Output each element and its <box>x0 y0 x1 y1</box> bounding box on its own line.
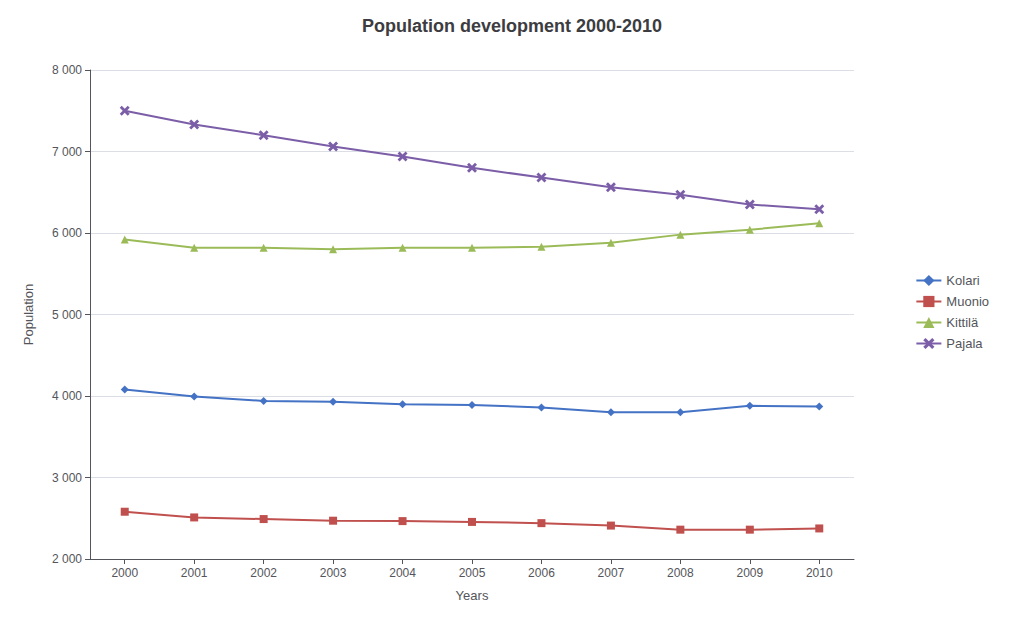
svg-text:2003: 2003 <box>320 566 347 580</box>
svg-text:8 000: 8 000 <box>52 63 82 77</box>
svg-text:7 000: 7 000 <box>52 145 82 159</box>
svg-text:2001: 2001 <box>181 566 208 580</box>
svg-text:3 000: 3 000 <box>52 471 82 485</box>
svg-text:Years: Years <box>456 588 489 603</box>
svg-text:2009: 2009 <box>736 566 763 580</box>
svg-text:2 000: 2 000 <box>52 552 82 566</box>
svg-text:Population: Population <box>21 284 36 345</box>
svg-text:Pajala: Pajala <box>946 336 983 351</box>
svg-text:6 000: 6 000 <box>52 226 82 240</box>
svg-text:2005: 2005 <box>459 566 486 580</box>
svg-text:2010: 2010 <box>806 566 833 580</box>
svg-text:2000: 2000 <box>111 566 138 580</box>
svg-text:4 000: 4 000 <box>52 389 82 403</box>
svg-text:2004: 2004 <box>389 566 416 580</box>
svg-text:Muonio: Muonio <box>946 294 989 309</box>
svg-text:2006: 2006 <box>528 566 555 580</box>
svg-text:Kittilä: Kittilä <box>946 315 979 330</box>
svg-text:2002: 2002 <box>250 566 277 580</box>
svg-text:2007: 2007 <box>598 566 625 580</box>
svg-text:Population development 2000-20: Population development 2000-2010 <box>362 16 662 36</box>
svg-text:Kolari: Kolari <box>946 273 979 288</box>
svg-text:2008: 2008 <box>667 566 694 580</box>
svg-text:5 000: 5 000 <box>52 308 82 322</box>
